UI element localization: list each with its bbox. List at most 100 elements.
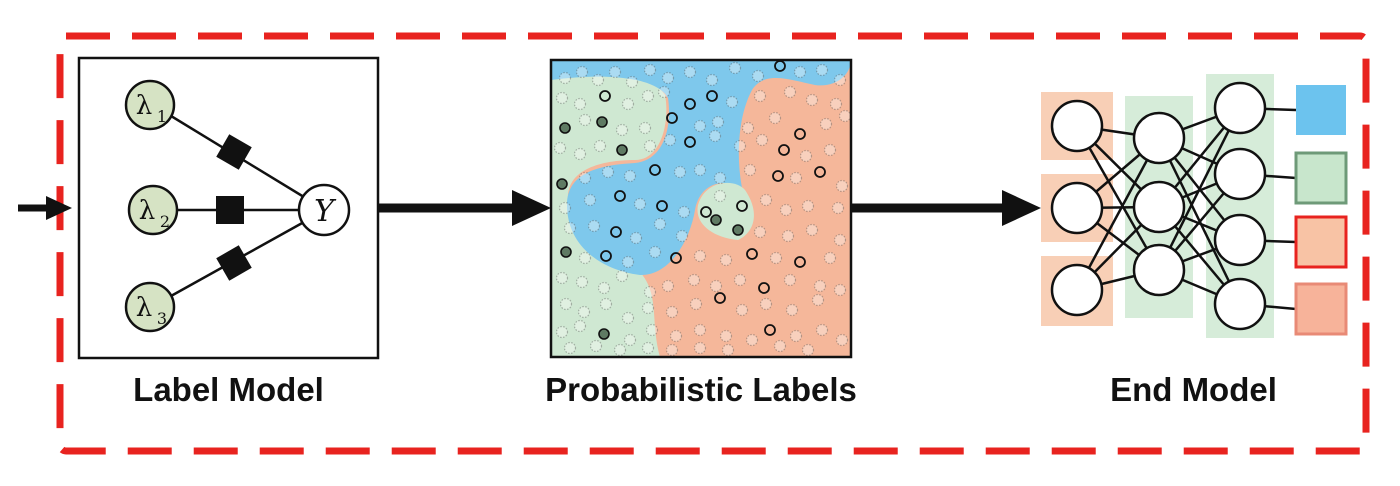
scatter-point bbox=[596, 116, 608, 128]
scatter-point bbox=[805, 223, 819, 237]
scatter-point bbox=[753, 225, 767, 239]
scatter-point bbox=[829, 97, 843, 111]
scatter-point bbox=[833, 73, 847, 87]
probabilistic-labels-caption: Probabilistic Labels bbox=[545, 371, 857, 408]
scatter-point bbox=[713, 171, 727, 185]
scatter-point bbox=[599, 297, 613, 311]
scatter-point bbox=[641, 341, 655, 355]
scatter-point bbox=[710, 214, 722, 226]
label-model-panel: λ 1 λ 2 λ 3 Y bbox=[77, 56, 380, 360]
scatter-point bbox=[649, 164, 661, 176]
scatter-point bbox=[719, 329, 733, 343]
scatter-point bbox=[794, 128, 806, 140]
scatter-point bbox=[599, 90, 611, 102]
output-square-orange-light bbox=[1294, 282, 1348, 336]
scatter-point bbox=[648, 245, 662, 259]
scatter-point bbox=[814, 166, 826, 178]
scatter-point bbox=[708, 129, 722, 143]
scatter-point bbox=[675, 229, 689, 243]
scatter-point bbox=[689, 297, 703, 311]
scatter-point bbox=[755, 133, 769, 147]
scatter-point bbox=[578, 113, 592, 127]
scatter-point bbox=[773, 339, 787, 353]
scatter-point bbox=[743, 163, 757, 177]
scatter-point bbox=[661, 71, 675, 85]
scatter-point bbox=[714, 292, 726, 304]
scatter-point bbox=[684, 136, 696, 148]
scatter-point bbox=[693, 119, 707, 133]
scatter-point bbox=[597, 281, 611, 295]
scatter-point bbox=[656, 200, 668, 212]
scatter-point bbox=[614, 190, 626, 202]
scatter-point bbox=[621, 311, 635, 325]
scatter-point bbox=[677, 205, 691, 219]
scatter-point bbox=[831, 201, 845, 215]
scatter-point bbox=[669, 329, 683, 343]
scatter-point bbox=[598, 328, 610, 340]
scatter-point bbox=[700, 206, 712, 218]
scatter-point bbox=[751, 69, 765, 83]
scatter-point bbox=[613, 343, 627, 357]
end-model-caption: End Model bbox=[1110, 371, 1277, 408]
input-arrow bbox=[18, 196, 72, 220]
scatter-point bbox=[563, 221, 577, 235]
scatter-point bbox=[623, 169, 637, 183]
scatter-point bbox=[789, 171, 803, 185]
scatter-point bbox=[608, 65, 622, 79]
scatter-point bbox=[615, 123, 629, 137]
scatter-point bbox=[643, 285, 657, 299]
network-node bbox=[1213, 277, 1267, 331]
scatter-point bbox=[764, 324, 776, 336]
network-edge bbox=[1075, 125, 1161, 271]
scatter-point bbox=[563, 341, 577, 355]
scatter-point bbox=[711, 115, 725, 129]
scatter-point bbox=[719, 253, 733, 267]
scatter-point bbox=[783, 85, 797, 99]
scatter-point bbox=[645, 323, 659, 337]
scatter-point bbox=[833, 233, 847, 247]
factor-square-2 bbox=[216, 196, 244, 224]
scatter-point bbox=[789, 329, 803, 343]
scatter-point bbox=[759, 297, 773, 311]
scatter-point bbox=[683, 65, 697, 79]
scatter-point bbox=[735, 303, 749, 317]
end-model-network bbox=[1041, 74, 1348, 338]
lambda-node-1: λ 1 bbox=[124, 79, 176, 131]
scatter-point bbox=[779, 203, 793, 217]
scatter-point bbox=[573, 97, 587, 111]
scatter-point bbox=[706, 90, 718, 102]
lambda-subscript: 3 bbox=[157, 309, 167, 328]
scatter-point bbox=[623, 333, 637, 347]
scatter-point bbox=[813, 279, 827, 293]
network-node bbox=[1050, 99, 1104, 153]
scatter-point bbox=[589, 339, 603, 353]
scatter-point bbox=[575, 65, 589, 79]
scatter-point bbox=[573, 147, 587, 161]
output-square-green bbox=[1294, 151, 1348, 205]
scatter-point bbox=[732, 224, 744, 236]
scatter-point bbox=[693, 249, 707, 263]
scatter-point bbox=[600, 250, 612, 262]
scatter-point bbox=[823, 251, 837, 265]
scatter-point bbox=[713, 189, 727, 203]
scatter-point bbox=[805, 93, 819, 107]
scatter-point bbox=[665, 305, 679, 319]
scatter-point bbox=[823, 143, 837, 157]
scatter-point bbox=[794, 256, 806, 268]
network-edge bbox=[1075, 137, 1161, 291]
output-square-blue bbox=[1296, 85, 1346, 135]
lambda-symbol: λ bbox=[136, 293, 152, 323]
scatter-point bbox=[759, 193, 773, 207]
network-node bbox=[1213, 147, 1267, 201]
scatter-point bbox=[616, 144, 628, 156]
scatter-point bbox=[559, 122, 571, 134]
scatter-point bbox=[687, 273, 701, 287]
scatter-point bbox=[778, 144, 790, 156]
scatter-point bbox=[801, 199, 815, 213]
scatter-point bbox=[665, 343, 679, 357]
scatter-point bbox=[621, 97, 635, 111]
scatter-point bbox=[670, 252, 682, 264]
output-node-y: Y bbox=[297, 183, 351, 237]
scatter-point bbox=[559, 297, 573, 311]
